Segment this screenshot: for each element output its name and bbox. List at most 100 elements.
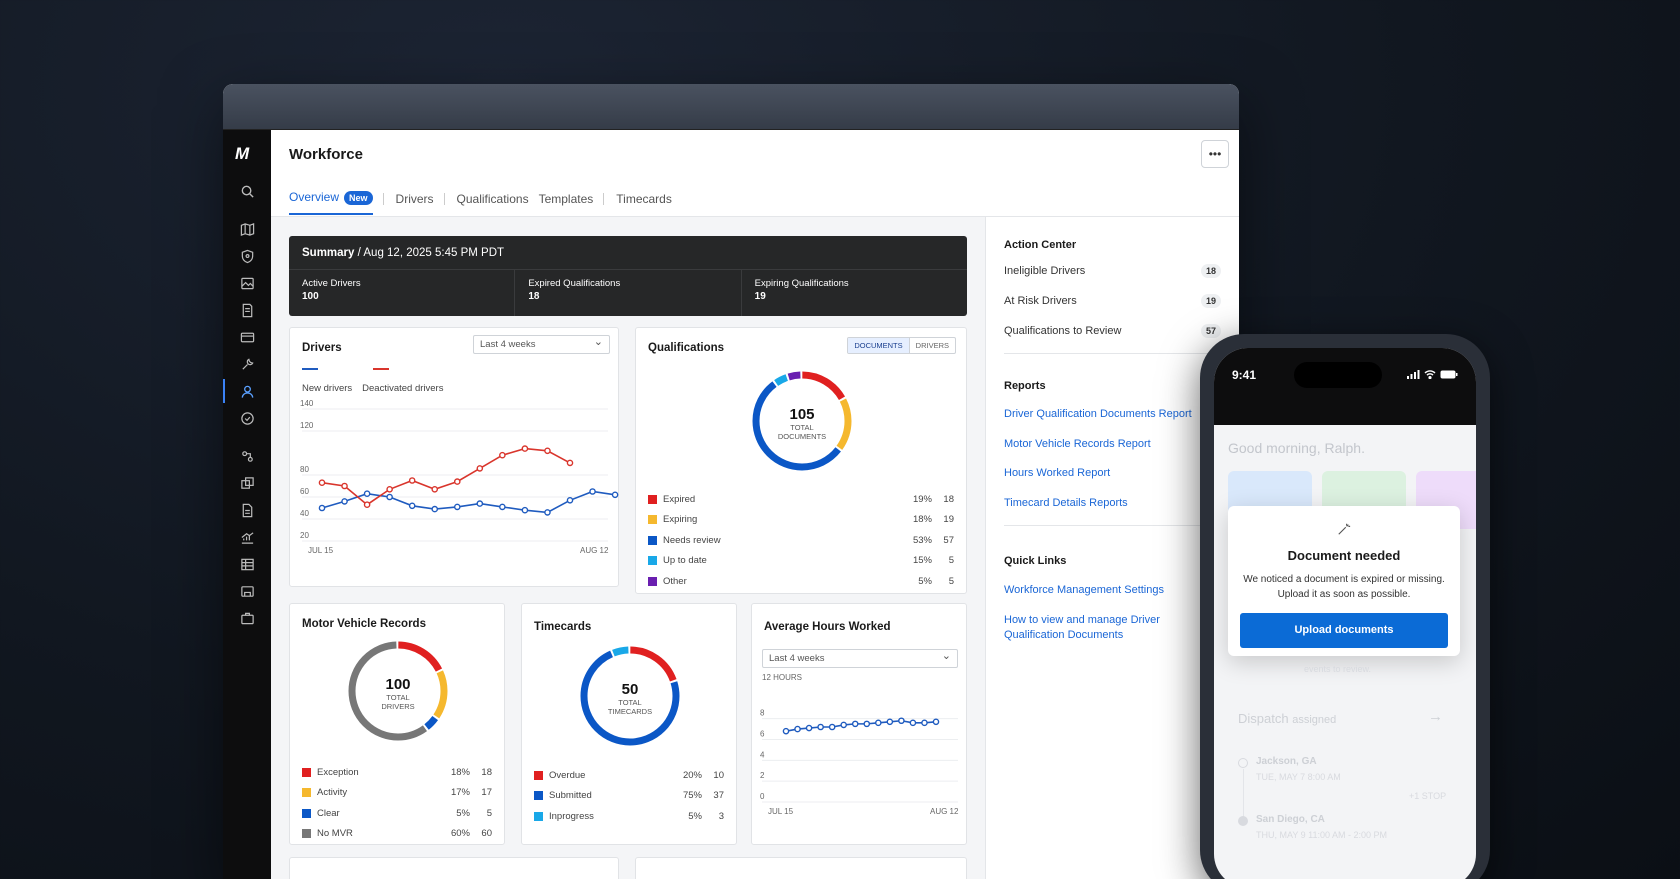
- legend-row[interactable]: Overdue 20% 10: [534, 768, 724, 782]
- shield-check-icon[interactable]: [235, 408, 259, 428]
- x-tick-label: JUL 15: [308, 546, 334, 555]
- analytics-icon[interactable]: [235, 527, 259, 547]
- donut-slice: [752, 371, 852, 471]
- legend-percent: 5%: [918, 575, 932, 587]
- donut-slice: [348, 641, 448, 741]
- legend-row[interactable]: Activity 17% 17: [302, 786, 492, 800]
- legend-percent: 15%: [912, 555, 932, 566]
- tab-overview[interactable]: Overview New: [289, 190, 373, 215]
- image-icon[interactable]: [235, 273, 259, 293]
- legend-label: Expired: [663, 493, 696, 505]
- data-point: [318, 504, 326, 512]
- tab-qualifications[interactable]: Qualifications: [456, 191, 529, 206]
- legend-swatch: [302, 788, 311, 797]
- dispatch-title[interactable]: Dispatch assigned: [1238, 711, 1337, 726]
- legend-count: 19: [943, 514, 954, 525]
- tab-templates[interactable]: Templates: [538, 191, 594, 206]
- legend-label: Clear: [317, 807, 340, 819]
- card-icon[interactable]: [235, 327, 259, 347]
- layers-icon[interactable]: [235, 473, 259, 493]
- report-link-timecard[interactable]: Timecard Details Reports: [1004, 497, 1128, 509]
- hours-range-select[interactable]: Last 4 weeks: [762, 649, 958, 668]
- report-link-dq-documents[interactable]: Driver Qualification Documents Report: [1004, 408, 1192, 420]
- stop-2-time: THU, MAY 9 11:00 AM - 2:00 PM: [1256, 830, 1388, 840]
- stat-active-drivers[interactable]: Active Drivers 100: [289, 270, 516, 316]
- drivers-legend: New drivers Deactivated drivers: [302, 368, 443, 394]
- drivers-range-select[interactable]: Last 4 weeks: [473, 335, 610, 354]
- shield-icon[interactable]: [235, 246, 259, 266]
- data-point: [363, 501, 371, 508]
- dashboard-content: Summary / Aug 12, 2025 5:45 PM PDT Activ…: [271, 217, 985, 879]
- data-point: [886, 718, 894, 726]
- legend-row[interactable]: Needs review 53% 57: [648, 533, 954, 547]
- upload-documents-button[interactable]: Upload documents: [1240, 613, 1448, 648]
- legend-label: Inprogress: [549, 810, 594, 822]
- count-badge: 57: [1200, 324, 1221, 338]
- legend-row[interactable]: Expired 19% 18: [648, 492, 954, 506]
- legend-row[interactable]: Expiring 18% 19: [648, 513, 954, 527]
- legend-count: 60: [481, 828, 492, 839]
- hours-line-chart: 0 2 4 6 8 JUL 15 AUG 12 12 HOURS: [760, 673, 959, 816]
- arrow-right-icon[interactable]: →: [1428, 708, 1443, 725]
- legend-percent: 18%: [450, 766, 470, 778]
- wrench-icon[interactable]: [235, 354, 259, 374]
- y-tick-label: 40: [300, 509, 309, 518]
- tab-timecards[interactable]: Timecards: [616, 191, 672, 206]
- search-icon[interactable]: [235, 181, 259, 201]
- data-point: [544, 509, 551, 516]
- action-item-at-risk-drivers[interactable]: At Risk Drivers 19: [1004, 294, 1221, 308]
- hours-card-title: Average Hours Worked: [764, 621, 891, 633]
- y-tick-label: 80: [300, 465, 309, 474]
- legend-percent: 53%: [912, 534, 932, 546]
- stat-expiring-qualifications[interactable]: Expiring Qualifications 19: [754, 278, 849, 302]
- quick-link-settings[interactable]: Workforce Management Settings: [1004, 584, 1164, 596]
- x-tick-label: JUL 15: [768, 807, 794, 816]
- more-button[interactable]: •••: [1201, 140, 1229, 168]
- data-point: [909, 719, 917, 727]
- legend-row[interactable]: Exception 18% 18: [302, 765, 492, 779]
- data-point: [932, 718, 940, 726]
- file-icon[interactable]: [235, 500, 259, 520]
- document-icon[interactable]: [235, 300, 259, 320]
- report-link-mvr[interactable]: Motor Vehicle Records Report: [1004, 438, 1151, 450]
- data-point: [863, 720, 871, 728]
- user-icon[interactable]: [223, 379, 259, 403]
- legend-count: 5: [486, 807, 492, 819]
- tab-drivers[interactable]: Drivers: [395, 191, 434, 206]
- action-item-ineligible-drivers[interactable]: Ineligible Drivers 18: [1004, 264, 1221, 278]
- x-tick-label: AUG 12: [580, 546, 609, 555]
- donut-slice: [348, 641, 448, 741]
- action-item-qualifications-review[interactable]: Qualifications to Review 57: [1004, 324, 1221, 338]
- legend-count: 10: [713, 769, 724, 781]
- y-tick-label: 140: [300, 399, 314, 408]
- legend-row[interactable]: Submitted 75% 37: [534, 789, 724, 803]
- series-line: [321, 447, 571, 506]
- table-icon[interactable]: [235, 554, 259, 574]
- data-point: [499, 451, 506, 459]
- hours-card: Average Hours Worked Last 4 weeks 0 2 4 6 8 J…: [751, 603, 967, 845]
- toggle-drivers[interactable]: DRIVERS: [915, 341, 949, 350]
- legend-row[interactable]: Up to date 15% 5: [648, 554, 954, 568]
- legend-row[interactable]: Other 5% 5: [648, 574, 954, 588]
- action-center-title: Action Center: [1004, 239, 1077, 251]
- legend-row[interactable]: Inprogress 5% 3: [534, 809, 724, 823]
- data-point: [566, 496, 574, 504]
- stat-expired-qualifications[interactable]: Expired Qualifications 18: [515, 270, 742, 316]
- legend-row[interactable]: Clear 5% 5: [302, 806, 492, 820]
- legend-row[interactable]: No MVR 60% 60: [302, 827, 492, 841]
- briefcase-icon[interactable]: [235, 608, 259, 628]
- report-link-hours[interactable]: Hours Worked Report: [1004, 467, 1111, 479]
- donut-label: DRIVERS: [381, 702, 414, 711]
- map-icon[interactable]: [235, 219, 259, 239]
- phone-greeting: Good morning, Ralph.: [1228, 440, 1365, 456]
- drivers-line-chart: 20 40 60 80 120 140 JUL 15 AUG 12: [300, 399, 619, 555]
- toggle-documents[interactable]: DOCUMENTS: [848, 338, 910, 353]
- storefront-icon[interactable]: [235, 581, 259, 601]
- quick-link-dq-guide[interactable]: How to view and manage Driver Qualificat…: [1004, 614, 1160, 641]
- legend-count: 5: [948, 555, 954, 566]
- legend-count: 57: [943, 534, 954, 546]
- mvr-card-title: Motor Vehicle Records: [302, 618, 426, 630]
- route-icon[interactable]: [235, 446, 259, 466]
